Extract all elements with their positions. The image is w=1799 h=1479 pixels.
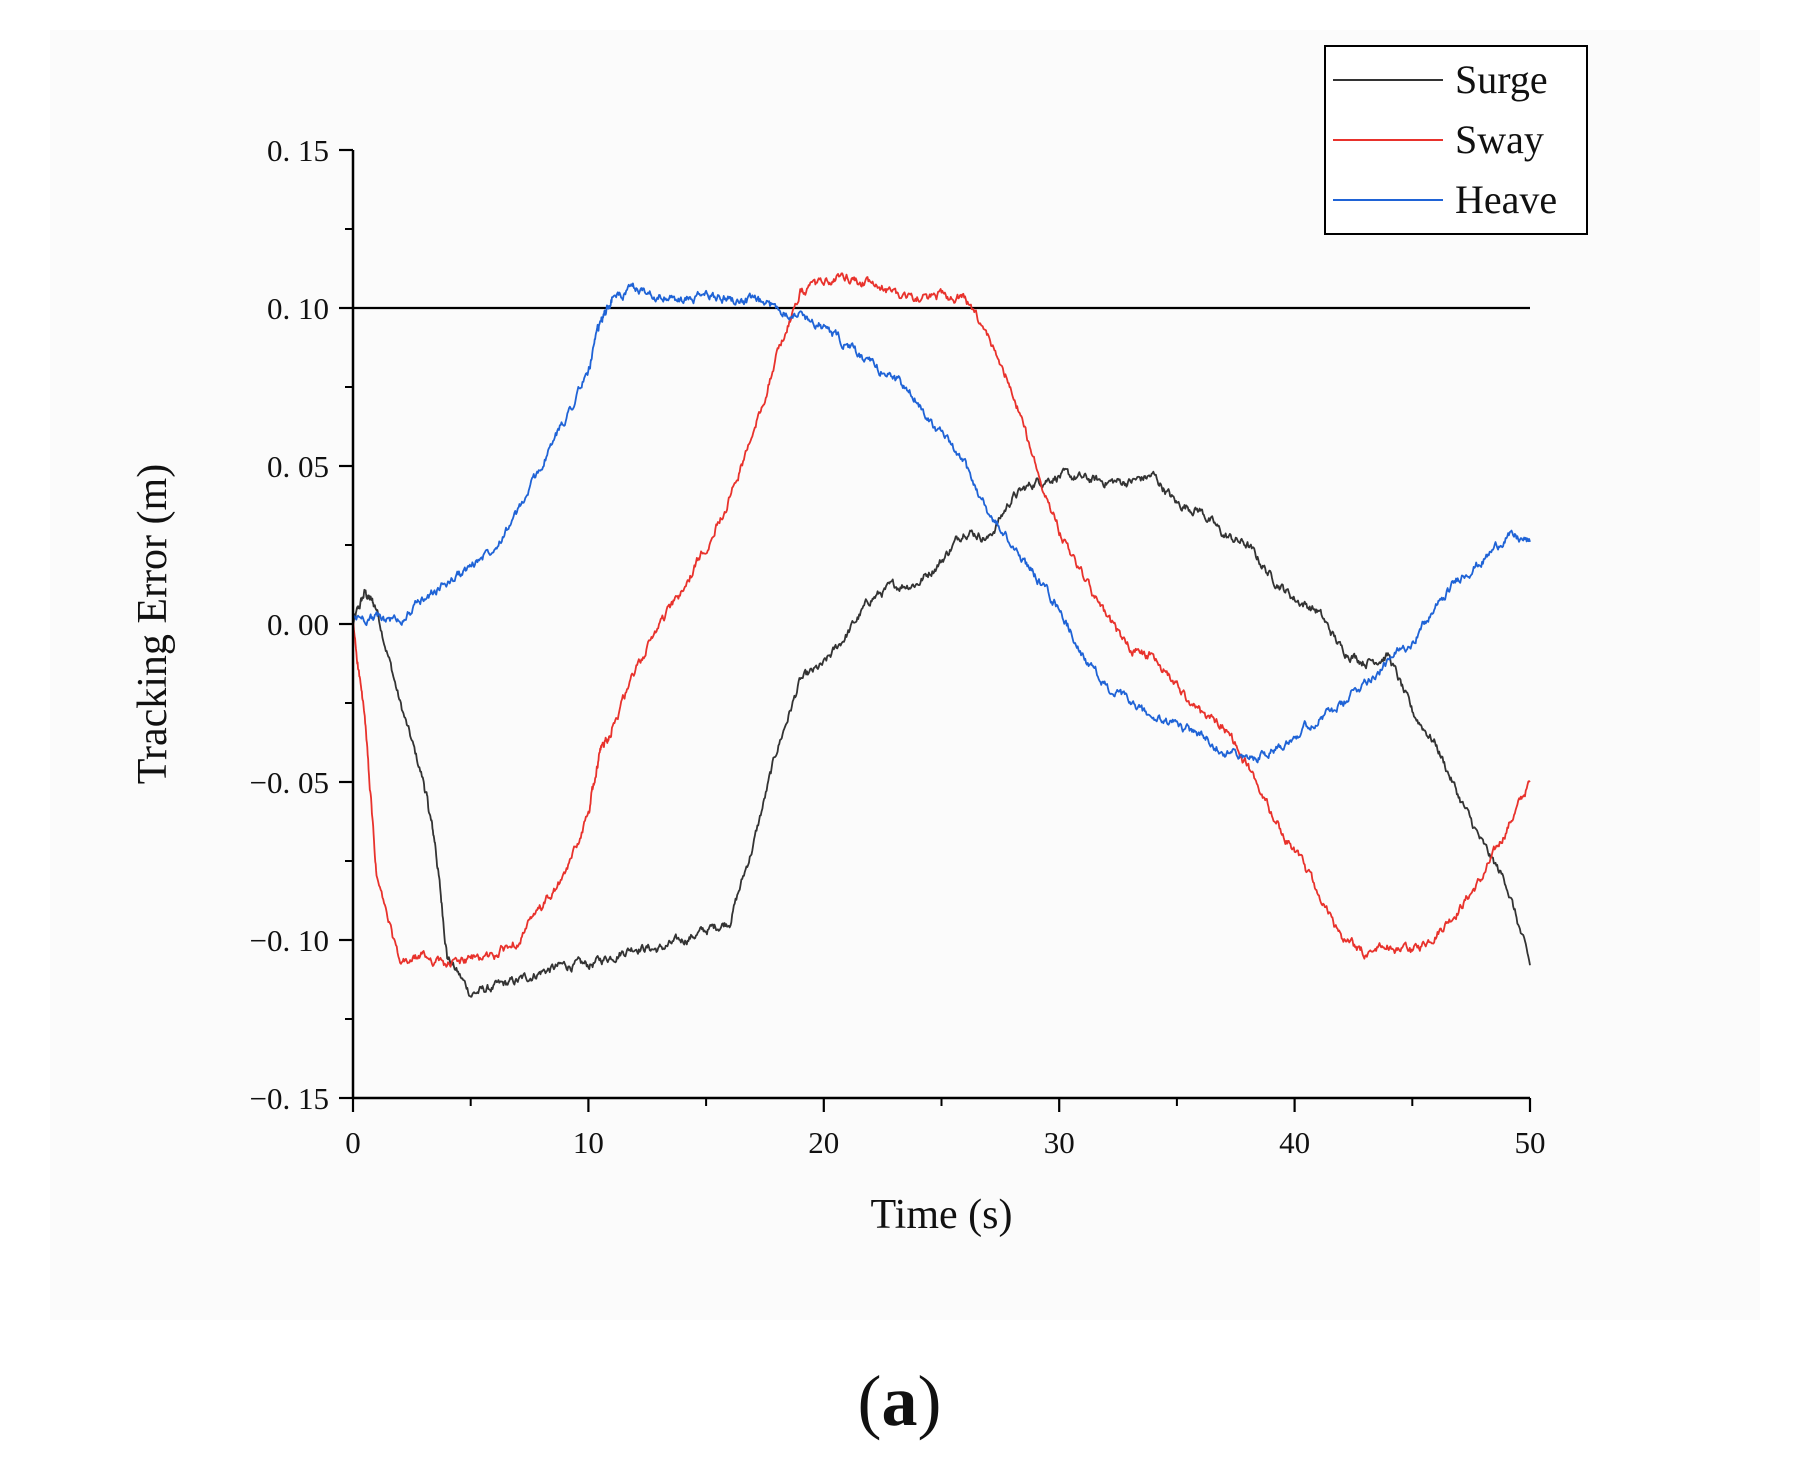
y-axis-label: Tracking Error (m) — [130, 464, 176, 784]
x-tick-label: 50 — [1515, 1125, 1546, 1160]
legend-label-surge: Surge — [1455, 57, 1548, 102]
x-tick-label: 10 — [573, 1125, 604, 1160]
y-tick-label: 0. 10 — [267, 291, 329, 326]
x-tick-label: 30 — [1044, 1125, 1075, 1160]
y-tick-label: 0. 00 — [267, 607, 329, 642]
y-tick-label: −0. 10 — [250, 923, 329, 958]
y-tick-label: 0. 05 — [267, 449, 329, 484]
y-tick-label: −0. 05 — [250, 765, 329, 800]
y-tick-label: −0. 15 — [250, 1081, 329, 1116]
x-tick-label: 20 — [808, 1125, 839, 1160]
caption-letter: a — [881, 1361, 918, 1441]
series-line-sway — [352, 272, 1531, 968]
series-line-surge — [352, 467, 1531, 998]
figure-caption: (a) — [857, 1361, 942, 1441]
legend-label-heave: Heave — [1455, 177, 1557, 222]
y-tick-label: 0. 15 — [267, 133, 329, 168]
legend-label-sway: Sway — [1455, 117, 1544, 162]
x-axis-label: Time (s) — [871, 1192, 1013, 1238]
x-tick-label: 40 — [1279, 1125, 1310, 1160]
series-line-heave — [352, 282, 1531, 764]
plot-background — [50, 30, 1760, 1320]
x-tick-label: 0 — [345, 1125, 361, 1160]
